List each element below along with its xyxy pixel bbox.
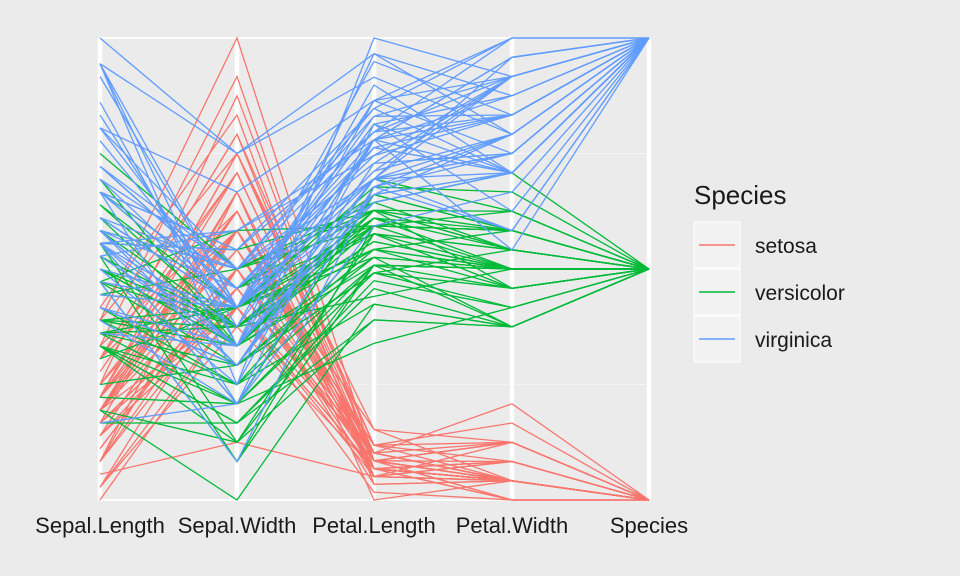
data-line-virginica xyxy=(99,37,650,257)
legend-label-setosa: setosa xyxy=(755,235,817,258)
legend-label-virginica: virginica xyxy=(755,329,832,352)
legend-item-setosa: setosa xyxy=(693,221,817,269)
data-line-virginica xyxy=(99,37,650,309)
axis-label-sepal-width: Sepal.Width xyxy=(178,513,297,538)
axis-label-petal-width: Petal.Width xyxy=(456,513,569,538)
legend-item-virginica: virginica xyxy=(693,315,832,363)
data-line-virginica xyxy=(99,37,650,405)
data-line-virginica xyxy=(99,37,650,424)
x-axis-labels: Sepal.Length Sepal.Width Petal.Length Pe… xyxy=(35,513,688,538)
legend-label-versicolor: versicolor xyxy=(755,282,845,305)
legend-title: Species xyxy=(694,180,787,210)
data-line-virginica xyxy=(99,37,650,290)
data-lines xyxy=(99,36,650,501)
legend-item-versicolor: versicolor xyxy=(693,268,845,316)
data-line-virginica xyxy=(99,37,649,251)
axis-label-sepal-length: Sepal.Length xyxy=(35,513,165,538)
axis-label-petal-length: Petal.Length xyxy=(312,513,436,538)
legend: Species setosa versicolor virginica xyxy=(693,180,845,363)
data-line-versicolor xyxy=(99,268,650,444)
axis-label-species: Species xyxy=(610,513,688,538)
data-line-virginica xyxy=(99,37,650,309)
data-line-versicolor xyxy=(99,256,649,347)
